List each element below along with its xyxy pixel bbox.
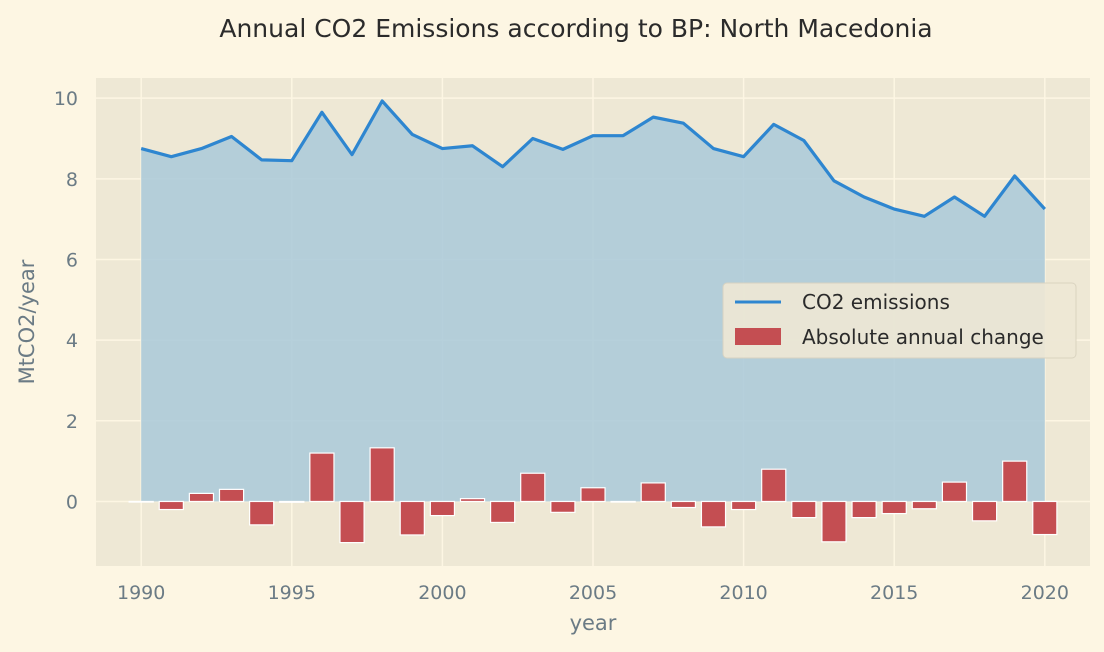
y-tick-labels: 0 2 4 6 8 10	[54, 88, 78, 513]
change-bar	[158, 500, 184, 511]
legend: CO2 emissions Absolute annual change	[722, 282, 1077, 359]
x-tick-label: 2010	[719, 582, 767, 604]
change-bar	[1032, 500, 1058, 536]
change-bar	[851, 500, 877, 519]
y-tick-label: 6	[66, 249, 78, 271]
legend-label-emissions: CO2 emissions	[802, 290, 950, 314]
change-bar	[670, 500, 697, 509]
x-tick-label: 1990	[117, 582, 165, 604]
change-bar	[128, 500, 154, 503]
change-bar	[700, 500, 727, 528]
change-bar	[1002, 460, 1028, 503]
change-bar	[550, 500, 576, 513]
emissions-fill	[141, 100, 1045, 502]
change-bar	[730, 500, 757, 511]
change-bar	[339, 500, 365, 544]
change-bar	[580, 487, 606, 503]
change-bar	[791, 500, 817, 519]
change-bar	[309, 452, 335, 503]
change-bars	[128, 447, 1058, 544]
change-bar	[249, 500, 275, 526]
change-bar	[761, 468, 787, 503]
change-bar	[640, 482, 666, 503]
y-axis-label: MtCO2/year	[15, 259, 39, 384]
x-tick-label: 2000	[418, 582, 466, 604]
change-bar	[279, 500, 305, 503]
emissions-area	[141, 100, 1045, 502]
y-tick-label: 8	[66, 169, 78, 191]
change-bar	[941, 481, 968, 503]
x-axis-label: year	[570, 611, 617, 635]
change-bar	[188, 492, 215, 503]
legend-label-change: Absolute annual change	[802, 325, 1044, 349]
change-bar	[369, 447, 395, 503]
change-bar	[489, 500, 516, 524]
x-tick-label: 2020	[1021, 582, 1069, 604]
change-bar	[971, 500, 998, 522]
chart-title: Annual CO2 Emissions according to BP: No…	[219, 14, 932, 43]
y-tick-label: 2	[66, 411, 78, 433]
change-bar	[429, 500, 456, 517]
x-tick-label: 2015	[870, 582, 918, 604]
x-tick-label: 2005	[569, 582, 617, 604]
change-bar	[610, 500, 636, 503]
change-bar	[911, 500, 937, 510]
emissions-line	[140, 99, 1047, 218]
x-tick-labels: 1990 1995 2000 2005 2010 2015 2020	[117, 582, 1069, 604]
y-tick-label: 4	[66, 330, 78, 352]
change-bar	[821, 500, 847, 543]
emissions-line-group	[140, 99, 1047, 218]
change-bar	[881, 500, 907, 515]
change-bar	[218, 488, 245, 503]
change-bar	[399, 500, 425, 536]
x-tick-label: 1995	[268, 582, 316, 604]
y-tick-label: 0	[66, 491, 78, 513]
legend-box	[722, 282, 1077, 359]
legend-bar-swatch	[735, 328, 781, 345]
y-tick-label: 10	[54, 88, 78, 110]
change-bar	[459, 498, 486, 503]
change-bar	[520, 472, 546, 503]
